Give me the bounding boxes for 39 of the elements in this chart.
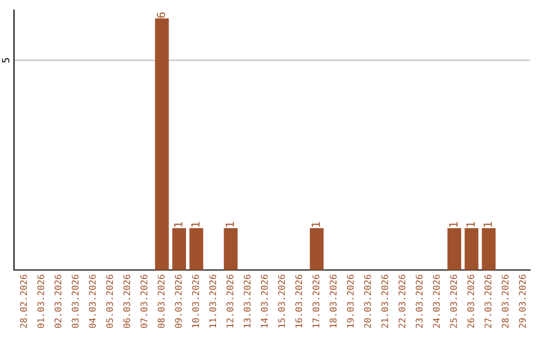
data-label: 1	[449, 222, 458, 227]
x-tick-label: 09.03.2026	[174, 274, 182, 328]
x-tick-label: 24.03.2026	[432, 274, 440, 328]
x-tick-label: 18.03.2026	[330, 274, 337, 328]
data-label: 1	[312, 222, 320, 227]
x-tick-label: 13.03.2026	[244, 274, 251, 328]
x-tick-label: 08.03.2026	[158, 274, 165, 328]
data-label: 1	[226, 222, 234, 227]
x-tick-label: 25.03.2026	[450, 274, 457, 328]
x-tick-label: 12.03.2026	[226, 274, 234, 328]
x-tick-label: 27.03.2026	[484, 274, 492, 328]
data-label: 1	[174, 222, 182, 227]
x-tick-label: 04.03.2026	[88, 274, 96, 328]
x-tick-label: 01.03.2026	[37, 274, 44, 328]
x-tick-label: 07.03.2026	[140, 274, 148, 328]
x-tick-label: 26.03.2026	[467, 274, 474, 328]
x-tick-label: 06.03.2026	[123, 274, 130, 328]
x-tick-label: 11.03.2026	[209, 274, 216, 328]
data-label: 1	[191, 222, 200, 227]
x-tick-label: 03.03.2026	[72, 274, 79, 328]
x-tick-label: 17.03.2026	[312, 274, 320, 328]
x-tick-label: 20.03.2026	[364, 274, 371, 328]
data-label: 6	[156, 12, 166, 18]
x-tick-label: 05.03.2026	[106, 274, 113, 328]
y-tick-label: 5	[2, 58, 10, 63]
x-tick-label: 16.03.2026	[295, 274, 302, 328]
x-tick-label: 22.03.2026	[398, 274, 406, 328]
x-tick-label: 10.03.2026	[192, 274, 199, 328]
x-tick-label: 28.02.2026	[20, 274, 27, 328]
x-tick-label: 23.03.2026	[416, 274, 423, 328]
x-tick-label: 02.03.2026	[54, 274, 62, 328]
data-label: 1	[484, 222, 492, 227]
x-tick-label: 14.03.2026	[260, 274, 268, 328]
x-tick-label: 21.03.2026	[381, 274, 388, 328]
data-label: 1	[466, 222, 475, 227]
x-tick-label: 19.03.2026	[346, 274, 354, 328]
x-tick-label: 15.03.2026	[278, 274, 285, 328]
x-tick-label: 28.03.2026	[502, 274, 509, 328]
x-tick-label: 29.03.2026	[518, 274, 526, 328]
